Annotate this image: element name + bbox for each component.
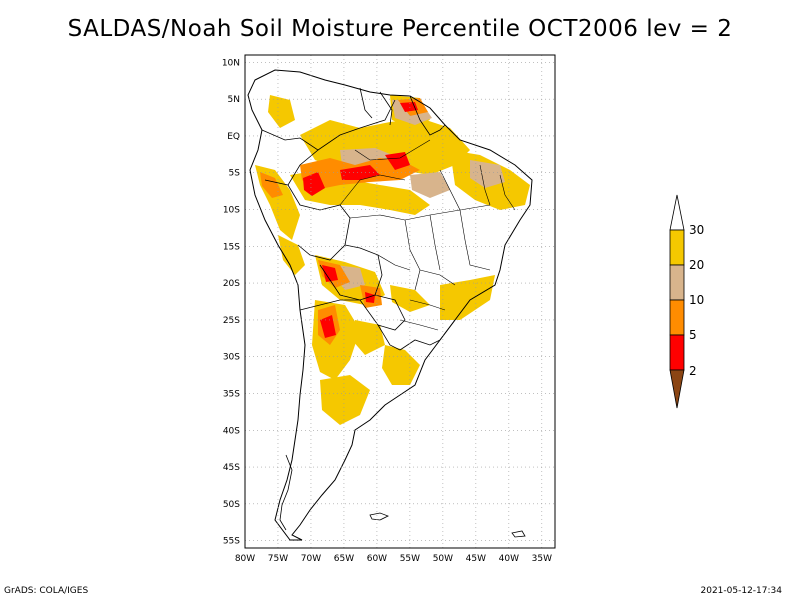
- lat-tick-label: 25S: [223, 316, 240, 326]
- lat-tick-label: 10N: [222, 58, 240, 68]
- legend-label-30: 30: [689, 223, 704, 237]
- moisture-patches: [255, 95, 530, 425]
- legend-swatch-5-10: [669, 299, 685, 336]
- lat-tick-label: 50S: [223, 500, 240, 510]
- lon-tick-label: 55W: [400, 554, 420, 564]
- patch-chaco: [352, 320, 385, 355]
- lat-tick-label: 35S: [223, 389, 240, 399]
- lon-tick-label: 75W: [268, 554, 288, 564]
- patch-amazon-red-center: [340, 165, 380, 180]
- lat-tick-label: 10S: [223, 206, 240, 216]
- patch-para-tan: [410, 172, 450, 198]
- lat-tick-label: 45S: [223, 463, 240, 473]
- lat-tick-label: 5S: [229, 169, 241, 179]
- lon-tick-label: 35W: [532, 554, 552, 564]
- legend-swatch-20-30: [669, 229, 685, 266]
- lon-tick-label: 70W: [301, 554, 321, 564]
- legend-swatch-below: [669, 369, 685, 409]
- legend-swatch-above: [669, 194, 685, 231]
- lon-tick-label: 60W: [367, 554, 387, 564]
- continent-outline: [247, 69, 533, 541]
- map-title: SALDAS/Noah Soil Moisture Percentile OCT…: [67, 16, 733, 42]
- lon-tick-label: 65W: [334, 554, 354, 564]
- legend-label-5: 5: [689, 328, 697, 342]
- islands: [279, 454, 526, 538]
- lat-tick-label: EQ: [227, 132, 240, 142]
- patch-colombia: [268, 95, 295, 128]
- patch-amazon-red-east: [385, 152, 410, 170]
- patch-northeast-tan: [470, 160, 505, 188]
- legend-label-20: 20: [689, 258, 704, 272]
- patch-andes-red: [322, 265, 338, 282]
- lat-tick-label: 5N: [228, 95, 240, 105]
- patch-brazil-central: [390, 285, 430, 312]
- patch-uruguay: [382, 345, 420, 385]
- lon-tick-labels: 80W 75W 70W 65W 60W 55W 50W 45W 40W 35W: [235, 554, 552, 564]
- lon-tick-label: 80W: [235, 554, 255, 564]
- patch-argentina-red: [320, 315, 336, 338]
- patch-peru-orange: [260, 172, 283, 198]
- patch-peru-andes: [278, 235, 305, 275]
- state-borders: [339, 139, 516, 331]
- footer-timestamp: 2021-05-12-17:34: [700, 586, 783, 596]
- lat-tick-label: 40S: [223, 426, 240, 436]
- lat-tick-label: 20S: [223, 279, 240, 289]
- lon-tick-label: 50W: [433, 554, 453, 564]
- legend-label-10: 10: [689, 293, 704, 307]
- legend-swatch-10-20: [669, 264, 685, 301]
- legend-label-2: 2: [689, 364, 697, 378]
- lon-tick-label: 40W: [499, 554, 519, 564]
- patch-amazon-red-west: [303, 172, 325, 196]
- patch-argentina-central: [320, 375, 370, 425]
- legend-colorbar: 30 20 10 5 2: [669, 194, 704, 409]
- lat-tick-labels: 10N 5N EQ 5S 10S 15S 20S 25S 30S 35S 40S 45S 50S 55S: [222, 58, 240, 546]
- lon-tick-label: 45W: [466, 554, 486, 564]
- lat-tick-label: 15S: [223, 242, 240, 252]
- legend-swatch-2-5: [669, 334, 685, 371]
- lat-tick-label: 55S: [223, 537, 240, 547]
- map-frame: [244, 54, 556, 549]
- lat-tick-label: 30S: [223, 353, 240, 363]
- patch-paraguay-red: [365, 292, 375, 303]
- patch-east-coast: [440, 275, 495, 320]
- footer-credit: GrADS: COLA/IGES: [4, 586, 89, 596]
